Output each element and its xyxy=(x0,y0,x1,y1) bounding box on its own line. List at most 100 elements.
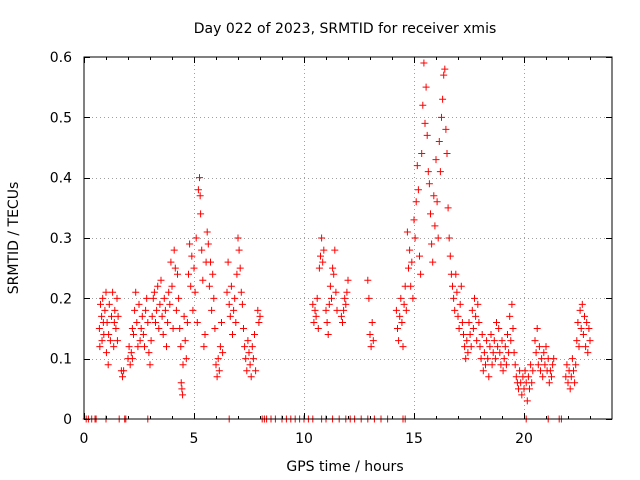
data-point xyxy=(251,331,258,339)
data-point xyxy=(112,325,120,332)
data-point xyxy=(406,246,414,254)
data-point xyxy=(105,331,113,339)
data-point xyxy=(214,355,222,363)
data-point xyxy=(567,373,575,381)
data-point xyxy=(527,361,535,369)
data-point xyxy=(142,306,150,314)
data-point xyxy=(395,337,403,345)
data-point xyxy=(533,325,541,332)
data-point xyxy=(128,325,136,332)
data-point xyxy=(249,355,257,363)
data-point xyxy=(421,119,429,127)
data-point xyxy=(434,234,442,242)
data-point xyxy=(412,198,420,206)
data-point xyxy=(485,373,493,381)
data-point xyxy=(462,355,470,363)
data-point xyxy=(542,343,550,351)
y-tick-label: 0.1 xyxy=(50,352,72,368)
data-point xyxy=(509,325,517,332)
data-point xyxy=(138,312,146,320)
data-point xyxy=(480,349,488,357)
data-point xyxy=(441,65,449,73)
data-point xyxy=(496,349,504,357)
data-point xyxy=(342,300,350,308)
data-point xyxy=(158,312,166,320)
data-point xyxy=(197,210,205,218)
data-point xyxy=(439,95,447,103)
data-point xyxy=(231,294,239,302)
data-point xyxy=(331,246,339,254)
data-point xyxy=(245,349,253,357)
data-point xyxy=(183,318,191,326)
data-point xyxy=(106,337,114,345)
data-point xyxy=(461,343,469,351)
data-point xyxy=(486,343,494,351)
data-point xyxy=(458,318,466,326)
data-point xyxy=(233,270,241,278)
data-point xyxy=(572,361,580,369)
data-point xyxy=(97,300,104,308)
data-point xyxy=(450,294,458,302)
data-point xyxy=(475,318,483,326)
data-point xyxy=(582,343,590,351)
data-point xyxy=(479,367,487,375)
y-axis-label: SRMTID / TECUs xyxy=(6,182,22,295)
data-point xyxy=(229,331,236,339)
data-point xyxy=(455,325,463,332)
x-tick-label: 10 xyxy=(295,431,313,447)
data-point xyxy=(460,331,467,339)
data-point xyxy=(464,349,472,357)
data-point xyxy=(175,294,183,302)
data-point xyxy=(194,186,202,194)
data-point xyxy=(185,270,192,278)
data-point xyxy=(120,367,128,375)
data-point xyxy=(584,349,592,357)
data-point xyxy=(159,331,167,339)
data-point xyxy=(430,192,438,200)
data-point xyxy=(125,343,133,351)
data-point xyxy=(463,337,471,345)
data-point xyxy=(339,318,346,326)
data-point xyxy=(234,234,242,242)
data-point xyxy=(319,258,327,266)
data-point xyxy=(198,246,206,254)
data-point xyxy=(451,306,459,314)
data-point xyxy=(499,367,507,375)
data-point xyxy=(98,312,106,320)
data-point xyxy=(488,361,496,369)
data-point xyxy=(364,276,372,284)
data-point xyxy=(164,318,172,326)
data-point xyxy=(392,306,400,314)
data-point xyxy=(524,373,532,381)
data-point xyxy=(507,337,515,345)
data-point xyxy=(218,318,225,326)
data-point xyxy=(225,300,233,308)
data-point xyxy=(139,331,147,339)
data-point xyxy=(178,385,186,393)
x-tick-label: 0 xyxy=(80,431,89,447)
data-point xyxy=(144,318,152,326)
data-point xyxy=(574,318,582,326)
data-point xyxy=(254,306,262,314)
data-point xyxy=(230,306,238,314)
data-point xyxy=(167,258,175,266)
data-point xyxy=(208,306,216,314)
data-point xyxy=(326,282,334,290)
data-point xyxy=(365,294,373,302)
data-point xyxy=(366,331,374,339)
data-point xyxy=(103,318,111,326)
data-point xyxy=(141,343,148,351)
data-point xyxy=(511,361,519,369)
data-point xyxy=(105,300,113,308)
data-point xyxy=(445,234,453,242)
data-point xyxy=(318,234,326,242)
data-point xyxy=(126,361,134,369)
data-point xyxy=(160,294,168,302)
y-tick-label: 0 xyxy=(63,412,72,428)
data-point xyxy=(578,300,586,308)
y-tick-label: 0.5 xyxy=(50,110,72,126)
data-point xyxy=(526,385,533,393)
data-point xyxy=(333,306,341,314)
data-point xyxy=(424,168,432,176)
data-point xyxy=(209,270,217,278)
